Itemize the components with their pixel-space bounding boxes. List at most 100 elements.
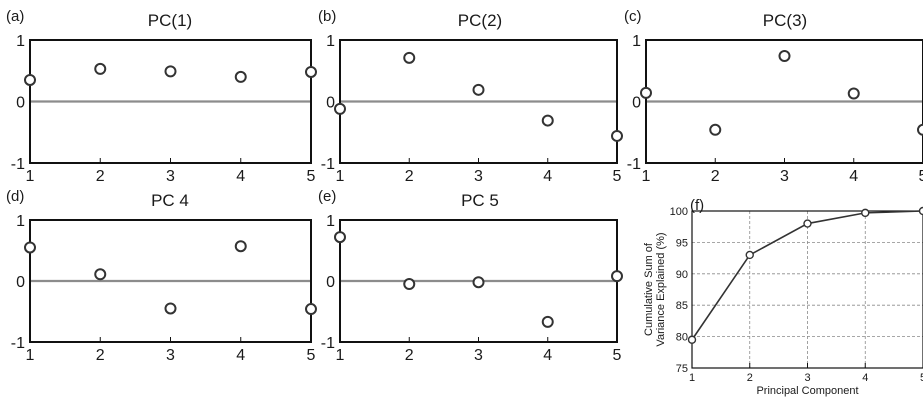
x-tick-label: 2 bbox=[96, 168, 105, 185]
x-tick-label: 2 bbox=[747, 372, 753, 384]
y-tick-label: -1 bbox=[11, 335, 25, 352]
x-tick-label: 2 bbox=[711, 168, 720, 185]
data-point bbox=[403, 51, 416, 64]
y-tick-label: 0 bbox=[326, 95, 335, 112]
data-point bbox=[611, 129, 623, 142]
data-point bbox=[164, 302, 177, 315]
x-tick-label: 2 bbox=[405, 347, 414, 364]
x-tick-label: 3 bbox=[804, 372, 810, 384]
data-point bbox=[745, 250, 754, 260]
data-point bbox=[24, 241, 36, 254]
x-tick-label: 4 bbox=[862, 372, 868, 384]
y-tick-label: 0 bbox=[16, 95, 25, 112]
y-tick-label: 1 bbox=[326, 33, 335, 50]
x-tick-label: 5 bbox=[307, 347, 316, 364]
series-line bbox=[691, 210, 923, 341]
data-point bbox=[847, 87, 860, 100]
panel-letter: (b) bbox=[318, 8, 336, 25]
data-point bbox=[687, 335, 697, 344]
panel-letter: (f) bbox=[690, 197, 704, 214]
y-axis-label-line2: Variance Explained (%) bbox=[655, 232, 667, 346]
y-tick-label: 90 bbox=[676, 269, 688, 281]
data-point bbox=[234, 70, 247, 83]
y-tick-label: 1 bbox=[16, 33, 25, 50]
data-point bbox=[611, 270, 623, 283]
panel-title: PC(2) bbox=[458, 11, 502, 30]
y-tick-label: 1 bbox=[16, 213, 25, 230]
data-point bbox=[918, 206, 923, 216]
x-tick-label: 3 bbox=[474, 347, 483, 364]
data-point bbox=[234, 240, 247, 253]
panel-letter: (c) bbox=[624, 8, 642, 25]
data-point bbox=[917, 123, 923, 136]
y-tick-label: -1 bbox=[627, 156, 641, 173]
x-tick-label: 4 bbox=[543, 168, 552, 185]
panel-title: PC(3) bbox=[763, 11, 807, 30]
x-tick-label: 2 bbox=[405, 168, 414, 185]
x-axis-label: Principal Component bbox=[756, 385, 858, 397]
y-tick-label: 1 bbox=[326, 213, 335, 230]
data-point bbox=[94, 268, 107, 281]
data-point bbox=[305, 65, 317, 78]
y-axis-label: Cumulative Sum ofVariance Explained (%) bbox=[643, 232, 667, 346]
panel-b: 1 2 3 4 5 1 0 -1 (b) PC(2) bbox=[318, 8, 623, 185]
y-tick-label: 1 bbox=[632, 33, 641, 50]
data-point bbox=[803, 219, 812, 228]
panel-title: PC 4 bbox=[151, 191, 189, 210]
x-tick-label: 4 bbox=[236, 347, 245, 364]
y-axis-label-line1: Cumulative Sum of bbox=[643, 242, 655, 336]
panel-letter: (a) bbox=[6, 8, 24, 25]
x-tick-label: 3 bbox=[166, 347, 175, 364]
x-tick-label: 3 bbox=[474, 168, 483, 185]
panel-letter: (d) bbox=[6, 188, 24, 205]
y-tick-label: 0 bbox=[16, 274, 25, 291]
y-tick-label: 0 bbox=[326, 274, 335, 291]
data-point bbox=[541, 315, 554, 328]
data-point bbox=[778, 49, 791, 62]
data-point bbox=[403, 278, 416, 291]
y-tick-label: 75 bbox=[676, 363, 688, 375]
data-point bbox=[94, 62, 107, 75]
x-tick-label: 3 bbox=[166, 168, 175, 185]
data-point bbox=[164, 65, 177, 78]
x-tick-label: 1 bbox=[336, 168, 345, 185]
y-tick-label: -1 bbox=[11, 156, 25, 173]
x-tick-label: 2 bbox=[96, 347, 105, 364]
x-tick-label: 5 bbox=[613, 168, 622, 185]
y-tick-label: 80 bbox=[676, 332, 688, 344]
x-tick-label: 1 bbox=[26, 347, 35, 364]
panel-a: 1 2 3 4 5 1 0 -1 (a) PC(1) bbox=[6, 8, 317, 185]
x-tick-label: 4 bbox=[849, 168, 858, 185]
data-point bbox=[334, 102, 346, 115]
panel-title: PC(1) bbox=[148, 11, 192, 30]
x-tick-label: 5 bbox=[307, 168, 316, 185]
panel-e: 1 2 3 4 5 1 0 -1 (e) PC 5 bbox=[318, 188, 623, 364]
y-tick-label: -1 bbox=[321, 335, 335, 352]
x-tick-label: 1 bbox=[26, 168, 35, 185]
x-tick-label: 5 bbox=[613, 347, 622, 364]
x-tick-label: 1 bbox=[642, 168, 651, 185]
panel-d: 1 2 3 4 5 1 0 -1 (d) PC 4 bbox=[6, 188, 317, 364]
y-tick-label: 0 bbox=[632, 95, 641, 112]
y-tick-label: 95 bbox=[676, 237, 688, 249]
panel-c: 1 2 3 4 5 1 0 -1 (c) PC(3) bbox=[624, 8, 923, 185]
data-point bbox=[541, 114, 554, 127]
panel-title: PC 5 bbox=[461, 191, 499, 210]
x-tick-label: 1 bbox=[336, 347, 345, 364]
data-point bbox=[472, 276, 485, 289]
data-point bbox=[24, 73, 36, 86]
x-tick-label: 3 bbox=[780, 168, 789, 185]
y-tick-label: 85 bbox=[676, 300, 688, 312]
panel-letter: (e) bbox=[318, 188, 336, 205]
x-tick-label: 5 bbox=[919, 168, 923, 185]
data-point bbox=[709, 123, 722, 136]
x-tick-label: 4 bbox=[236, 168, 245, 185]
data-point bbox=[305, 303, 317, 316]
data-point bbox=[861, 208, 870, 218]
data-point bbox=[472, 83, 485, 96]
x-tick-label: 1 bbox=[689, 372, 695, 384]
x-tick-label: 5 bbox=[920, 372, 923, 384]
data-point bbox=[334, 231, 346, 244]
y-tick-label: -1 bbox=[321, 156, 335, 173]
